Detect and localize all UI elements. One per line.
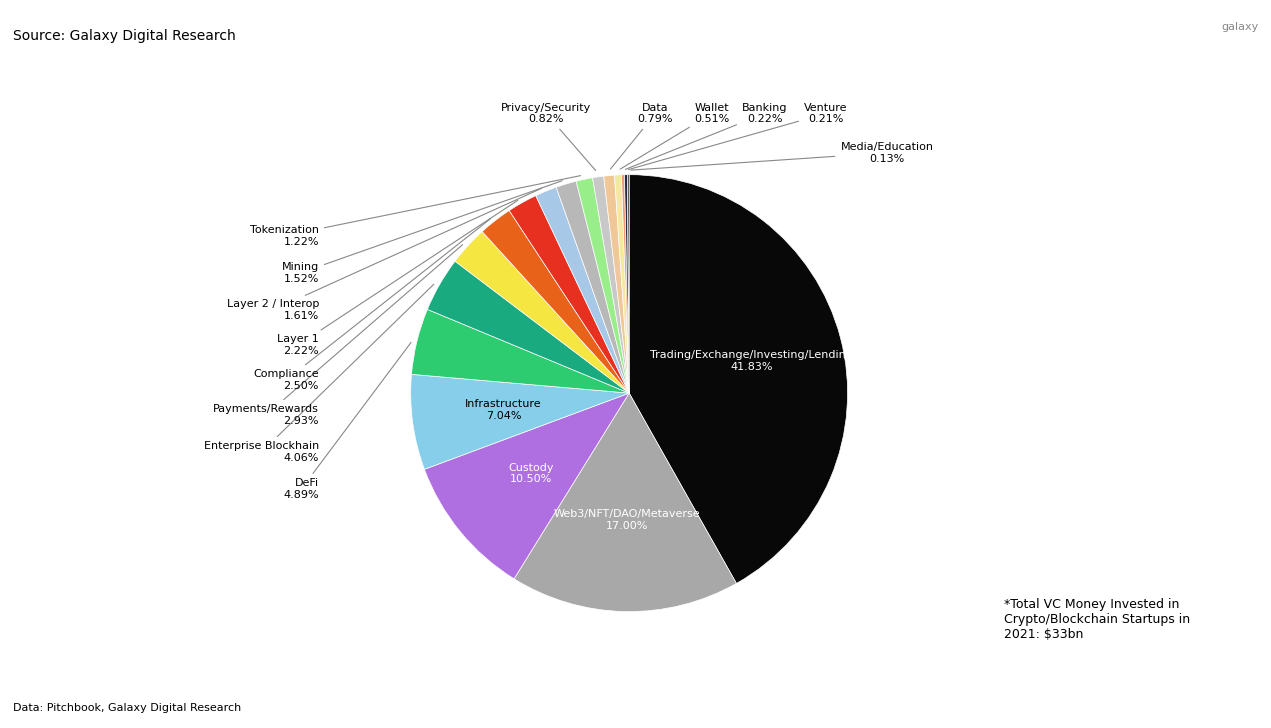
Text: Data
0.79%: Data 0.79%	[610, 103, 674, 169]
Text: Web3/NFT/DAO/Metaverse
17.00%: Web3/NFT/DAO/Metaverse 17.00%	[553, 509, 700, 531]
Wedge shape	[455, 232, 629, 393]
Text: Source: Galaxy Digital Research: Source: Galaxy Digital Research	[13, 29, 235, 43]
Wedge shape	[604, 175, 629, 393]
Wedge shape	[536, 187, 629, 393]
Wedge shape	[412, 309, 629, 393]
Text: Layer 1
2.22%: Layer 1 2.22%	[277, 200, 517, 356]
Text: Custody
10.50%: Custody 10.50%	[508, 462, 554, 484]
Wedge shape	[614, 175, 629, 393]
Wedge shape	[576, 178, 629, 393]
Wedge shape	[513, 393, 736, 612]
Text: Infrastructure
7.04%: Infrastructure 7.04%	[465, 400, 541, 421]
Text: Payments/Rewards
2.93%: Payments/Rewards 2.93%	[214, 245, 463, 426]
Text: Venture
0.21%: Venture 0.21%	[629, 103, 848, 170]
Text: galaxy: galaxy	[1221, 22, 1258, 32]
Wedge shape	[425, 393, 629, 579]
Wedge shape	[482, 210, 629, 393]
Text: Layer 2 / Interop
1.61%: Layer 2 / Interop 1.61%	[226, 189, 541, 321]
Text: Media/Education
0.13%: Media/Education 0.13%	[630, 142, 933, 170]
Text: Banking
0.22%: Banking 0.22%	[625, 103, 787, 170]
Wedge shape	[592, 176, 629, 393]
Wedge shape	[427, 261, 629, 393]
Wedge shape	[622, 175, 629, 393]
Wedge shape	[624, 175, 629, 393]
Text: *Total VC Money Invested in
Crypto/Blockchain Startups in
2021: $33bn: *Total VC Money Invested in Crypto/Block…	[1004, 598, 1190, 641]
Wedge shape	[557, 181, 629, 393]
Text: DeFi
4.89%: DeFi 4.89%	[283, 342, 411, 500]
Wedge shape	[629, 175, 848, 583]
Text: Data: Pitchbook, Galaxy Digital Research: Data: Pitchbook, Galaxy Digital Research	[13, 703, 241, 713]
Text: Compliance
2.50%: Compliance 2.50%	[253, 219, 491, 391]
Text: Mining
1.52%: Mining 1.52%	[282, 181, 562, 284]
Wedge shape	[411, 374, 629, 470]
Wedge shape	[510, 196, 629, 393]
Text: Wallet
0.51%: Wallet 0.51%	[620, 103, 730, 169]
Text: Enterprise Blockhain
4.06%: Enterprise Blockhain 4.06%	[203, 284, 433, 463]
Text: Trading/Exchange/Investing/Lending
41.83%: Trading/Exchange/Investing/Lending 41.83…	[651, 350, 853, 372]
Text: Tokenization
1.22%: Tokenization 1.22%	[250, 175, 581, 247]
Wedge shape	[628, 175, 629, 393]
Text: Privacy/Security
0.82%: Privacy/Security 0.82%	[501, 103, 596, 170]
